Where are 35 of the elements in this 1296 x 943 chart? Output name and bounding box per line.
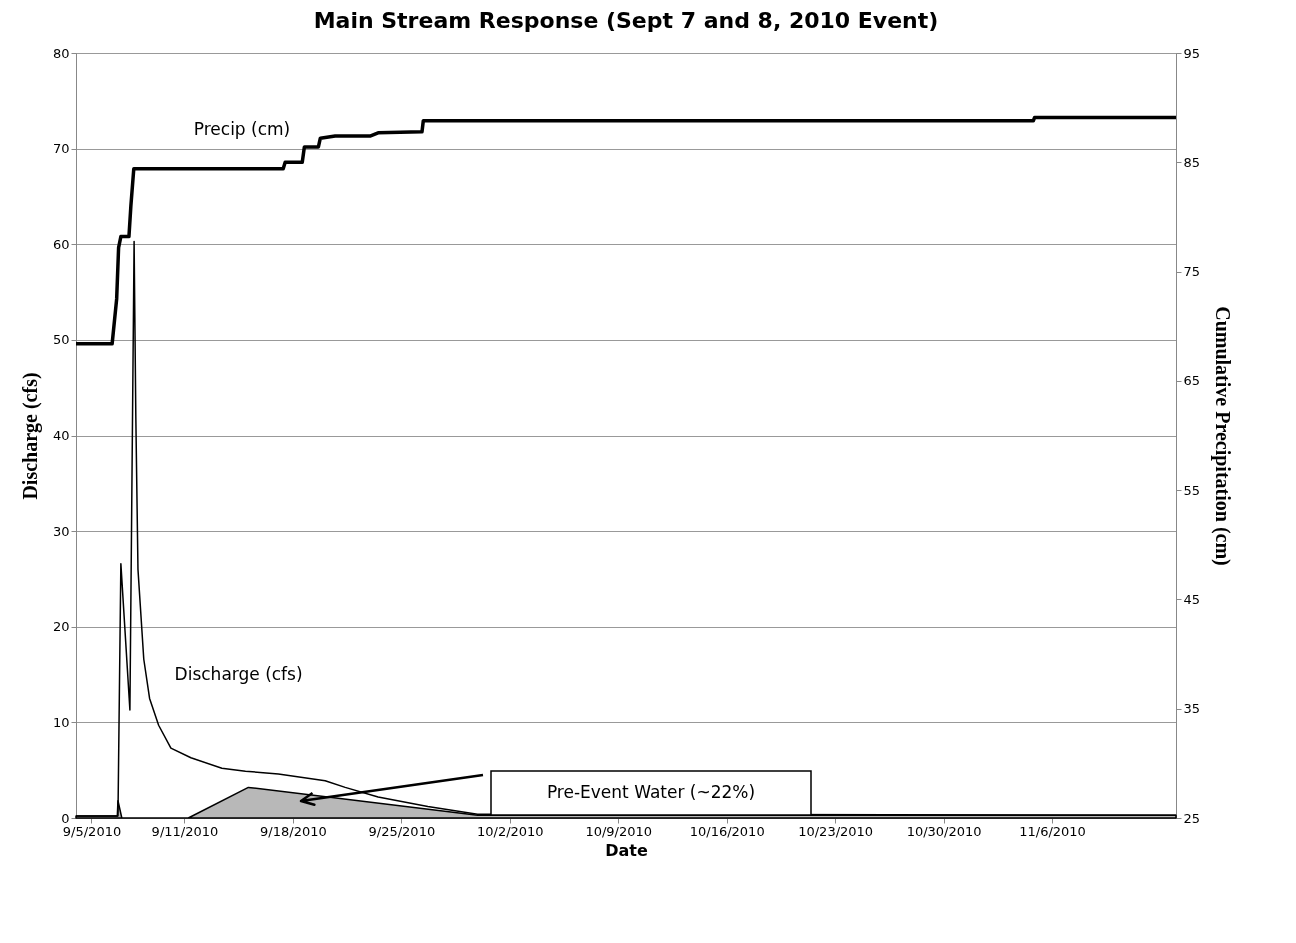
y-axis-title: Discharge (cfs) bbox=[18, 372, 42, 500]
y2-tick-label: 25 bbox=[1183, 810, 1201, 826]
y-tick-label: 30 bbox=[52, 523, 70, 539]
y2-axis-title: Cumulative Precipitation (cm) bbox=[1211, 306, 1235, 566]
y2-tick-label: 95 bbox=[1183, 45, 1201, 61]
x-axis-title: Date bbox=[605, 840, 648, 860]
x-tick-label: 10/30/2010 bbox=[906, 823, 982, 839]
y-tick-label: 80 bbox=[52, 45, 70, 61]
y-tick-label: 60 bbox=[52, 236, 70, 252]
y-tick-label: 10 bbox=[52, 714, 70, 730]
y-tick-label: 50 bbox=[52, 332, 70, 348]
y-tick-label: 40 bbox=[52, 428, 70, 443]
series-label: Precip (cm) bbox=[193, 118, 291, 139]
chart-title: Main Stream Response (Sept 7 and 8, 2010 Event) bbox=[313, 8, 939, 33]
line-series bbox=[74, 115, 1178, 346]
x-tick-label: 9/5/2010 bbox=[62, 823, 122, 839]
x-tick-label: 11/6/2010 bbox=[1019, 823, 1086, 839]
y2-tick-label: 65 bbox=[1183, 373, 1201, 389]
x-tick-label: 10/23/2010 bbox=[798, 823, 874, 839]
x-tick-label: 10/9/2010 bbox=[585, 823, 653, 839]
x-tick-label: 9/11/2010 bbox=[151, 823, 219, 839]
y-tick-label: 70 bbox=[52, 141, 70, 157]
x-tick-label: 9/18/2010 bbox=[260, 823, 327, 839]
y2-tick-label: 55 bbox=[1183, 482, 1201, 498]
annotation: Pre-Event Water (~22%) bbox=[546, 782, 756, 802]
y2-tick-label: 75 bbox=[1183, 264, 1201, 280]
x-tick-label: 9/25/2010 bbox=[368, 823, 436, 839]
y2-tick-label: 35 bbox=[1183, 701, 1201, 717]
series-label: Discharge (cfs) bbox=[174, 664, 303, 685]
y-tick-label: 0 bbox=[61, 810, 70, 826]
y-tick-label: 20 bbox=[52, 619, 70, 635]
y2-tick-label: 85 bbox=[1183, 154, 1201, 170]
x-tick-label: 10/16/2010 bbox=[689, 823, 765, 839]
x-tick-label: 10/2/2010 bbox=[476, 823, 544, 839]
y2-tick-label: 45 bbox=[1183, 591, 1201, 607]
